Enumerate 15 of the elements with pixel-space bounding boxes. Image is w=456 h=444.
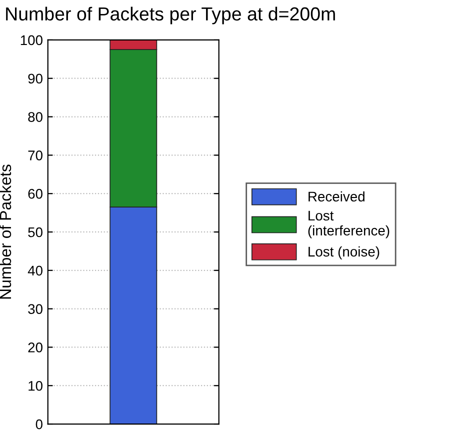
y-tick-label: 30 — [28, 304, 42, 314]
y-tick-label: 90 — [28, 74, 42, 84]
y-tick-label: 80 — [28, 112, 42, 122]
y-tick-label: 0 — [36, 419, 42, 430]
y-tick-label: 10 — [28, 380, 42, 391]
y-tick-label: 70 — [28, 150, 42, 160]
chart-title: Number of Packets per Type at d=200m — [6, 6, 335, 24]
y-tick-label: 40 — [28, 266, 42, 276]
y-tick-label: 20 — [28, 342, 42, 352]
legend-label: Received — [308, 191, 364, 202]
y-tick-label: 50 — [28, 227, 42, 238]
y-tick-label: 60 — [28, 188, 42, 199]
legend-label: Lost (noise) — [308, 246, 380, 260]
legend-label: Lost (interference) — [308, 210, 390, 238]
y-tick-label: 100 — [20, 35, 42, 46]
